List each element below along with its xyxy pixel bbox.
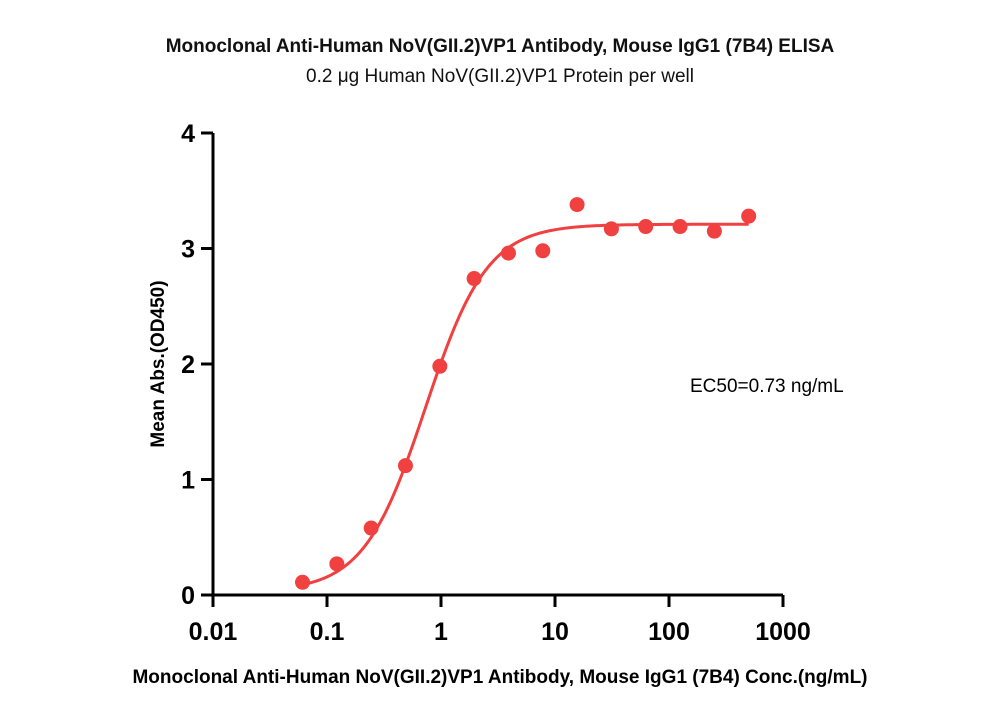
x-tick-label: 100 — [648, 618, 690, 646]
x-tick-label: 10 — [541, 618, 569, 646]
data-point — [638, 219, 654, 235]
data-point — [603, 221, 619, 237]
x-tick-label: 1000 — [755, 618, 811, 646]
chart-title: Monoclonal Anti-Human NoV(GII.2)VP1 Anti… — [166, 36, 835, 57]
y-tick-label: 1 — [181, 467, 195, 495]
x-tick-label: 1 — [434, 618, 448, 646]
y-axis-label: Mean Abs.(OD450) — [148, 280, 169, 447]
data-point — [569, 197, 585, 213]
data-point — [672, 219, 688, 235]
data-point — [706, 223, 722, 239]
x-tick-label: 0.1 — [310, 618, 345, 646]
data-point — [466, 271, 482, 287]
chart-subtitle: 0.2 μg Human NoV(GII.2)VP1 Protein per w… — [306, 66, 694, 87]
y-tick-label: 0 — [181, 582, 195, 610]
data-point — [295, 574, 311, 590]
data-point — [432, 358, 448, 374]
data-point — [329, 556, 345, 572]
ec50-annotation: EC50=0.73 ng/mL — [690, 376, 844, 397]
x-axis-label: Monoclonal Anti-Human NoV(GII.2)VP1 Anti… — [132, 667, 867, 688]
x-axis: 0.01 0.1 1 10 100 1000 — [189, 593, 811, 646]
y-tick-label: 2 — [181, 351, 195, 379]
data-point — [500, 245, 516, 261]
y-tick-label: 4 — [181, 120, 195, 148]
data-point — [535, 243, 551, 259]
data-points-layer — [295, 197, 757, 590]
data-point — [741, 208, 757, 224]
y-axis: 0 1 2 3 4 — [181, 120, 215, 610]
data-point — [363, 520, 379, 536]
x-tick-label: 0.01 — [189, 618, 238, 646]
data-point — [397, 458, 413, 474]
y-tick-label: 3 — [181, 236, 195, 264]
